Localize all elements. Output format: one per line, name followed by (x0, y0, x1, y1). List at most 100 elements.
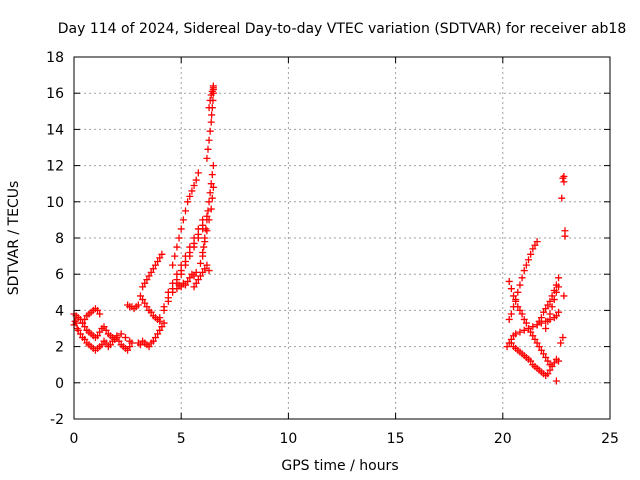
data-point (139, 283, 147, 291)
x-axis-label: GPS time / hours (281, 458, 398, 474)
data-point (209, 162, 217, 170)
data-point (205, 104, 213, 112)
data-point (535, 343, 543, 351)
data-point (516, 328, 524, 336)
data-point (192, 268, 200, 276)
data-point (141, 279, 149, 287)
data-point (181, 281, 189, 289)
data-point (522, 319, 530, 327)
data-point (209, 84, 217, 92)
data-point (149, 337, 157, 345)
data-point (561, 227, 569, 235)
data-point (546, 297, 554, 305)
data-point (177, 261, 185, 269)
x-tick-label: 15 (387, 431, 405, 447)
data-point (533, 238, 541, 246)
data-point (81, 323, 89, 331)
data-point (136, 341, 144, 349)
data-point (559, 334, 567, 342)
chart-title: Day 114 of 2024, Sidereal Day-to-day VTE… (58, 21, 627, 37)
data-point (173, 270, 181, 278)
data-point (160, 319, 168, 327)
data-point (160, 303, 168, 311)
data-point (173, 243, 181, 251)
data-point (186, 243, 194, 251)
data-point (537, 346, 545, 354)
data-point (542, 305, 550, 313)
data-point (512, 296, 520, 304)
data-point (540, 350, 548, 358)
data-point (507, 285, 515, 293)
data-point (205, 198, 213, 206)
data-point (544, 301, 552, 309)
data-point (181, 252, 189, 260)
data-point (520, 326, 528, 334)
data-point (209, 183, 217, 191)
data-point (147, 308, 155, 316)
data-point (169, 279, 177, 287)
x-tick-label: 5 (177, 431, 186, 447)
y-tick-label: 16 (46, 86, 64, 102)
data-point (141, 299, 149, 307)
data-point (79, 319, 87, 327)
data-point (535, 317, 543, 325)
data-point (124, 346, 132, 354)
y-tick-label: 14 (46, 122, 64, 138)
data-point (510, 292, 518, 300)
data-point (203, 154, 211, 162)
data-point (173, 285, 181, 293)
data-point (548, 303, 556, 311)
data-point (181, 207, 189, 215)
data-point (164, 288, 172, 296)
y-tick-label: 2 (55, 340, 64, 356)
data-point (98, 341, 106, 349)
data-point (149, 265, 157, 273)
data-point (177, 225, 185, 233)
data-point (169, 261, 177, 269)
data-point (154, 330, 162, 338)
data-point (207, 91, 215, 99)
data-point (529, 323, 537, 331)
data-point (550, 359, 558, 367)
data-point (147, 268, 155, 276)
data-point (199, 248, 207, 256)
data-point (156, 254, 164, 262)
data-point (531, 241, 539, 249)
data-point (186, 274, 194, 282)
data-point (527, 328, 535, 336)
data-point (115, 337, 123, 345)
data-point (190, 234, 198, 242)
data-point (537, 314, 545, 322)
y-tick-label: 12 (46, 159, 64, 175)
data-point (200, 243, 208, 251)
data-point (134, 301, 142, 309)
data-point (74, 326, 82, 334)
data-point (154, 258, 162, 266)
data-point (205, 136, 213, 144)
data-point (184, 277, 192, 285)
data-point (560, 292, 568, 300)
data-point (531, 335, 539, 343)
data-point (156, 326, 164, 334)
data-point (520, 315, 528, 323)
data-point (151, 334, 159, 342)
y-tick-label: 0 (55, 376, 64, 392)
data-point (208, 194, 216, 202)
data-point (516, 306, 524, 314)
data-point (548, 292, 556, 300)
data-point (518, 274, 526, 282)
data-point (117, 330, 125, 338)
data-point (546, 310, 554, 318)
data-point (208, 87, 216, 95)
data-point (143, 276, 151, 284)
data-point (196, 259, 204, 267)
data-point (507, 310, 515, 318)
y-tick-label: -2 (50, 412, 64, 428)
data-point (204, 145, 212, 153)
data-point (546, 366, 554, 374)
data-point (510, 303, 518, 311)
data-point (192, 279, 200, 287)
y-tick-label: 18 (46, 50, 64, 66)
data-point (522, 261, 530, 269)
